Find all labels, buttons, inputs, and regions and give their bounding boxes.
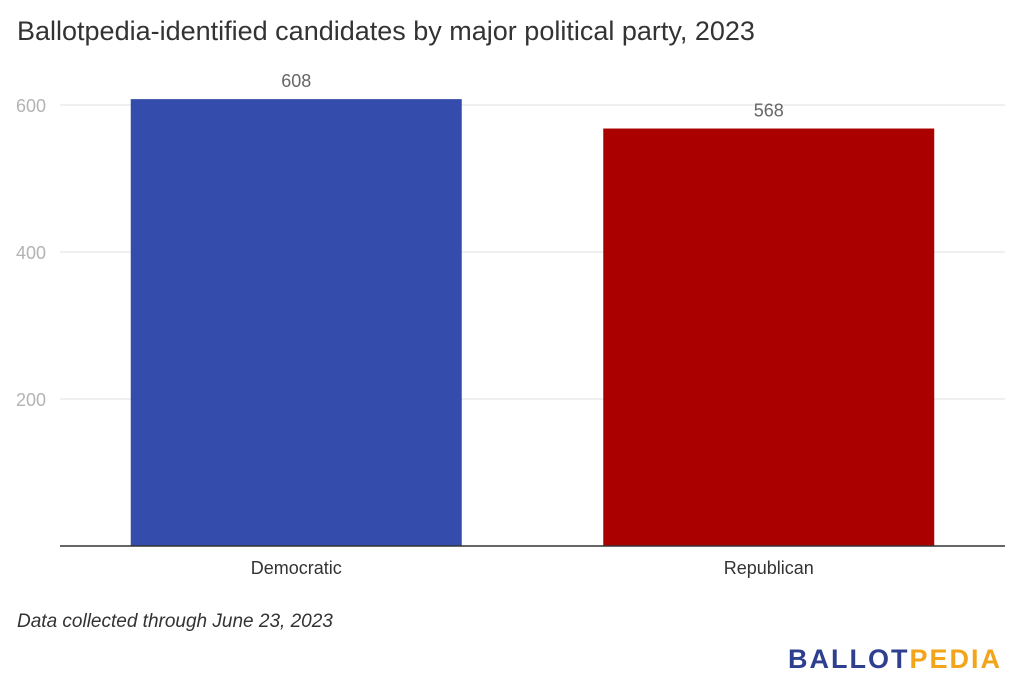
bar-value-label: 568 (754, 101, 784, 121)
footnote: Data collected through June 23, 2023 (17, 611, 333, 632)
x-category-label: Democratic (251, 558, 342, 578)
ballotpedia-logo: BALLOTPEDIA (788, 644, 1002, 675)
bar-republican (603, 128, 935, 546)
bar-democratic (130, 99, 462, 547)
logo-part-pedia: PEDIA (909, 644, 1002, 674)
labels: 200 400 600 608 Democratic 568 Republican (16, 71, 814, 578)
y-tick-label: 200 (16, 390, 46, 410)
bar-value-label: 608 (281, 71, 311, 91)
y-tick-label: 400 (16, 243, 46, 263)
bar-chart: 200 400 600 608 Democratic 568 Republican (16, 71, 1005, 578)
bars (130, 99, 935, 547)
logo-part-ballot: BALLOT (787, 644, 910, 674)
y-tick-label: 600 (16, 96, 46, 116)
chart-title: Ballotpedia-identified candidates by maj… (17, 16, 755, 46)
x-category-label: Republican (724, 558, 814, 578)
